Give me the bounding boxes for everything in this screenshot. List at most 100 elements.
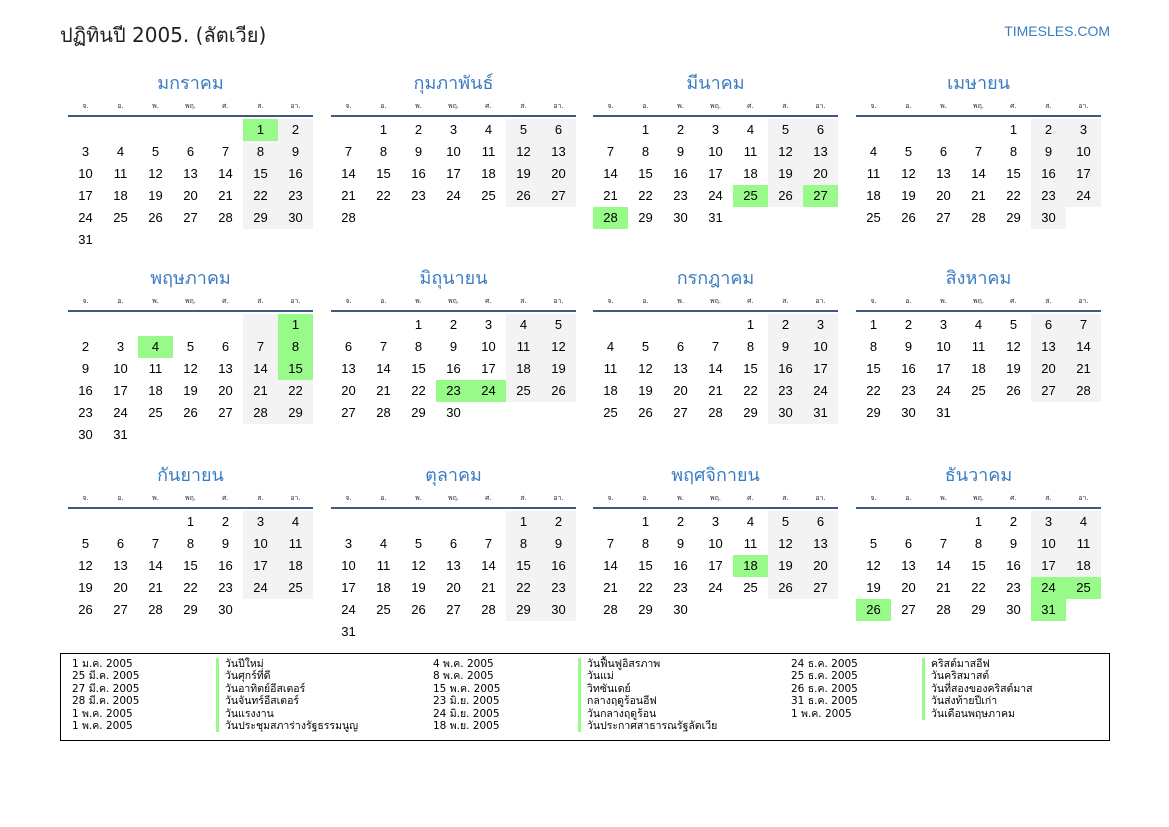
day-cell[interactable]: 12 [866,558,881,573]
day-cell[interactable]: 23 [1031,185,1066,207]
day-cell[interactable]: 10 [1031,533,1066,555]
day-cell[interactable]: 10 [481,339,496,354]
day-cell[interactable]: 26 [768,577,803,599]
day-cell[interactable]: 8 [243,141,278,163]
day-cell[interactable]: 22 [278,380,313,402]
day-cell[interactable]: 30 [218,602,233,617]
day-cell[interactable]: 3 [116,339,125,354]
day-cell[interactable]: 4 [484,122,493,137]
day-cell[interactable]: 18 [113,188,128,203]
day-cell[interactable]: 2 [904,317,913,332]
day-cell[interactable]: 2 [676,122,685,137]
day-cell[interactable]: 13 [446,558,461,573]
day-cell[interactable]: 26 [183,405,198,420]
day-cell[interactable]: 1 [641,122,650,137]
day-cell[interactable]: 23 [278,185,313,207]
day-cell[interactable]: 17 [1066,163,1101,185]
day-cell[interactable]: 3 [449,122,458,137]
day-cell[interactable]: 11 [743,536,758,551]
day-cell[interactable]: 18 [743,166,758,181]
day-cell[interactable]: 31 [936,405,951,420]
day-cell[interactable]: 2 [676,514,685,529]
day-cell[interactable]: 22 [506,577,541,599]
day-cell[interactable]: 28 [603,602,618,617]
day-cell[interactable]: 2 [541,511,576,533]
day-cell[interactable]: 11 [376,558,391,573]
day-cell[interactable]: 28 [708,405,723,420]
day-cell[interactable]: 9 [221,536,230,551]
day-cell[interactable]: 29 [638,602,653,617]
day-cell[interactable]: 10 [803,336,838,358]
day-cell[interactable]: 7 [606,536,615,551]
day-cell[interactable]: 24 [803,380,838,402]
day-cell[interactable]: 20 [183,188,198,203]
day-cell[interactable]: 21 [708,383,723,398]
day-cell[interactable]: 22 [376,188,391,203]
day-cell[interactable]: 30 [673,602,688,617]
day-cell[interactable]: 30 [541,599,576,621]
day-cell[interactable]: 31 [341,624,356,639]
day-cell[interactable]: 21 [936,580,951,595]
day-cell[interactable]: 25 [506,380,541,402]
day-cell[interactable]: 2 [1031,119,1066,141]
day-cell[interactable]: 22 [638,580,653,595]
day-cell[interactable]: 27 [541,185,576,207]
day-cell[interactable]: 12 [541,336,576,358]
day-cell[interactable]: 9 [449,339,458,354]
day-cell[interactable]: 5 [186,339,195,354]
day-cell[interactable]: 1 [1009,122,1018,137]
day-cell[interactable]: 12 [506,141,541,163]
day-cell[interactable]: 6 [449,536,458,551]
day-cell[interactable]: 2 [1009,514,1018,529]
day-cell[interactable]: 15 [638,558,653,573]
day-cell[interactable]: 19 [183,383,198,398]
holiday-day-cell[interactable]: 1 [278,314,313,336]
day-cell[interactable]: 9 [81,361,90,376]
day-cell[interactable]: 12 [768,533,803,555]
day-cell[interactable]: 19 [78,580,93,595]
day-cell[interactable]: 29 [183,602,198,617]
day-cell[interactable]: 1 [186,514,195,529]
day-cell[interactable]: 15 [743,361,758,376]
day-cell[interactable]: 16 [673,558,688,573]
day-cell[interactable]: 19 [506,163,541,185]
day-cell[interactable]: 20 [1031,358,1066,380]
day-cell[interactable]: 29 [278,402,313,424]
day-cell[interactable]: 29 [866,405,881,420]
day-cell[interactable]: 19 [541,358,576,380]
day-cell[interactable]: 25 [603,405,618,420]
day-cell[interactable]: 26 [148,210,163,225]
day-cell[interactable]: 8 [1009,144,1018,159]
day-cell[interactable]: 20 [803,555,838,577]
day-cell[interactable]: 7 [711,339,720,354]
day-cell[interactable]: 24 [113,405,128,420]
day-cell[interactable]: 24 [708,580,723,595]
day-cell[interactable]: 17 [78,188,93,203]
day-cell[interactable]: 28 [376,405,391,420]
day-cell[interactable]: 29 [506,599,541,621]
day-cell[interactable]: 14 [603,558,618,573]
day-cell[interactable]: 18 [376,580,391,595]
day-cell[interactable]: 6 [939,144,948,159]
day-cell[interactable]: 25 [971,383,986,398]
day-cell[interactable]: 1 [746,317,755,332]
day-cell[interactable]: 5 [506,119,541,141]
day-cell[interactable]: 8 [746,339,755,354]
day-cell[interactable]: 17 [446,166,461,181]
day-cell[interactable]: 3 [1066,119,1101,141]
day-cell[interactable]: 11 [971,339,986,354]
day-cell[interactable]: 28 [936,602,951,617]
day-cell[interactable]: 12 [1006,339,1021,354]
day-cell[interactable]: 24 [936,383,951,398]
day-cell[interactable]: 6 [221,339,230,354]
day-cell[interactable]: 29 [638,210,653,225]
day-cell[interactable]: 21 [341,188,356,203]
day-cell[interactable]: 24 [243,577,278,599]
day-cell[interactable]: 4 [278,511,313,533]
day-cell[interactable]: 8 [641,536,650,551]
day-cell[interactable]: 21 [243,380,278,402]
day-cell[interactable]: 23 [673,188,688,203]
day-cell[interactable]: 5 [1009,317,1018,332]
day-cell[interactable]: 9 [1009,536,1018,551]
day-cell[interactable]: 25 [743,580,758,595]
